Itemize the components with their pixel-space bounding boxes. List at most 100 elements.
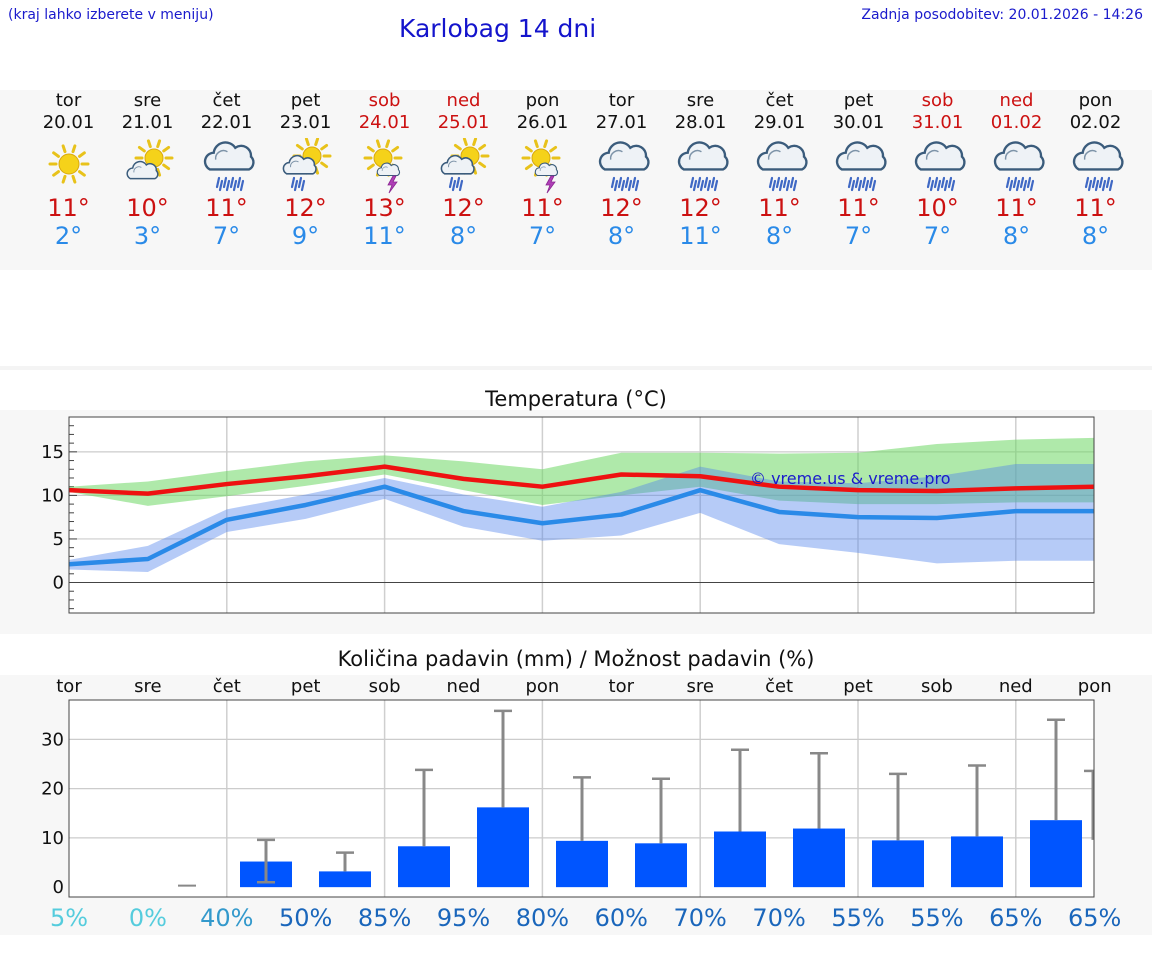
separator [0, 366, 1152, 370]
rain-cloud-icon [756, 141, 808, 192]
cloud-fold [289, 160, 299, 168]
day-name: tor [608, 90, 635, 111]
rain-drop [458, 179, 463, 192]
sun-ray [533, 139, 539, 149]
category-label: pet [291, 676, 321, 697]
rain-drop [620, 179, 625, 192]
day-column: pon 26.01 11° 7° [503, 90, 582, 250]
precip-probability: 65% [1068, 904, 1121, 932]
sun-ray [61, 174, 66, 184]
rain-drop [215, 176, 220, 189]
day-column: sre 28.01 12° 11° [661, 90, 740, 250]
cloud-body [440, 154, 475, 175]
cloud-fold [1004, 149, 1018, 160]
precip-probability: 50% [279, 904, 332, 932]
temp-max: 12° [442, 194, 485, 222]
temp-min: 7° [844, 222, 873, 250]
temp-min: 11° [363, 222, 406, 250]
rain-drop [236, 176, 241, 189]
cloud-body [1072, 141, 1124, 171]
temperature-chart-title: Temperatura (°C) [485, 387, 667, 411]
day-date: 24.01 [358, 112, 411, 133]
cloud-fold [447, 160, 457, 168]
rain-drop [1015, 179, 1020, 192]
cloud-body [914, 141, 966, 171]
rain-drops [689, 176, 718, 192]
temp-max: 11° [1074, 194, 1117, 222]
rain-drop [871, 179, 876, 192]
rain-drop [225, 179, 230, 192]
day-name: pon [525, 90, 560, 111]
precip-bar [398, 846, 450, 888]
day-name: sob [921, 90, 954, 111]
rain-drop [703, 176, 708, 189]
temp-min: 8° [765, 222, 794, 250]
sun-ray [295, 143, 304, 151]
rain-drop [785, 179, 790, 192]
category-label: pet [843, 676, 873, 697]
day-column: sre 21.01 10° 3° [108, 90, 187, 250]
lightning-bolt [386, 175, 398, 194]
sun-ray [313, 138, 319, 147]
temp-max: 12° [284, 194, 327, 222]
precip-bar [793, 828, 845, 888]
sun-shape [48, 144, 89, 184]
rain-drop [768, 176, 773, 189]
cloud-fold [381, 166, 388, 172]
rain-drop [610, 176, 615, 189]
cloud-body [598, 141, 650, 171]
rain-cloud-icon [677, 141, 729, 192]
y-tick-label: 5 [53, 529, 64, 550]
rain-drop [706, 179, 711, 192]
precip-bar [714, 831, 766, 888]
sun-ray [161, 163, 170, 171]
plot-border [68, 416, 1095, 614]
cloud-shape [440, 154, 475, 175]
day-column: sob 31.01 10° 7° [898, 90, 977, 250]
precip-bar [1030, 820, 1082, 888]
cloud-shape [993, 141, 1045, 171]
sun-ray [71, 174, 76, 184]
category-label: sre [686, 676, 713, 697]
sun-storm-icon [521, 139, 560, 194]
y-tick-label: 15 [41, 442, 64, 463]
rain-drop [1087, 179, 1092, 192]
location-hint: (kraj lahko izberete v meniju) [8, 7, 214, 23]
rain-drop [771, 179, 776, 192]
cloud-fold [846, 149, 860, 160]
y-tick-label: 10 [41, 485, 64, 506]
temp-max: 12° [679, 194, 722, 222]
rain-drop [1022, 179, 1027, 192]
precip-probability: 70% [752, 904, 805, 932]
rain-cloud-icon [835, 141, 887, 192]
rain-drops [290, 176, 305, 192]
cloud-fold [925, 149, 939, 160]
day-date: 26.01 [516, 112, 569, 133]
rain-drop [1005, 176, 1010, 189]
rain-drop [1105, 176, 1110, 189]
rain-drop [868, 176, 873, 189]
day-name: tor [55, 90, 82, 111]
cloud-shape [376, 162, 400, 177]
precip-bar [951, 836, 1003, 888]
rain-drop [943, 179, 948, 192]
day-column: pon 02.02 11° 8° [1056, 90, 1135, 250]
day-date: 20.01 [42, 112, 95, 133]
precip-bar [635, 843, 687, 888]
rain-drop [1098, 176, 1103, 189]
cloud-body [835, 141, 887, 171]
rain-drops [215, 176, 244, 192]
temp-min: 9° [291, 222, 320, 250]
rain-cloud-icon [598, 141, 650, 192]
temp-min: 7° [528, 222, 557, 250]
cloud-shape [756, 141, 808, 171]
page-title: Karlobag 14 dni [399, 14, 597, 43]
day-date: 02.02 [1069, 112, 1122, 133]
day-name: pet [290, 90, 321, 111]
sun-ray [77, 170, 86, 177]
rain-drops [448, 176, 463, 192]
cloud-shape [914, 141, 966, 171]
precipitation-chart-title: Količina padavin (mm) / Možnost padavin … [337, 647, 815, 671]
sun-ray [51, 151, 60, 158]
category-label: ned [447, 676, 481, 697]
